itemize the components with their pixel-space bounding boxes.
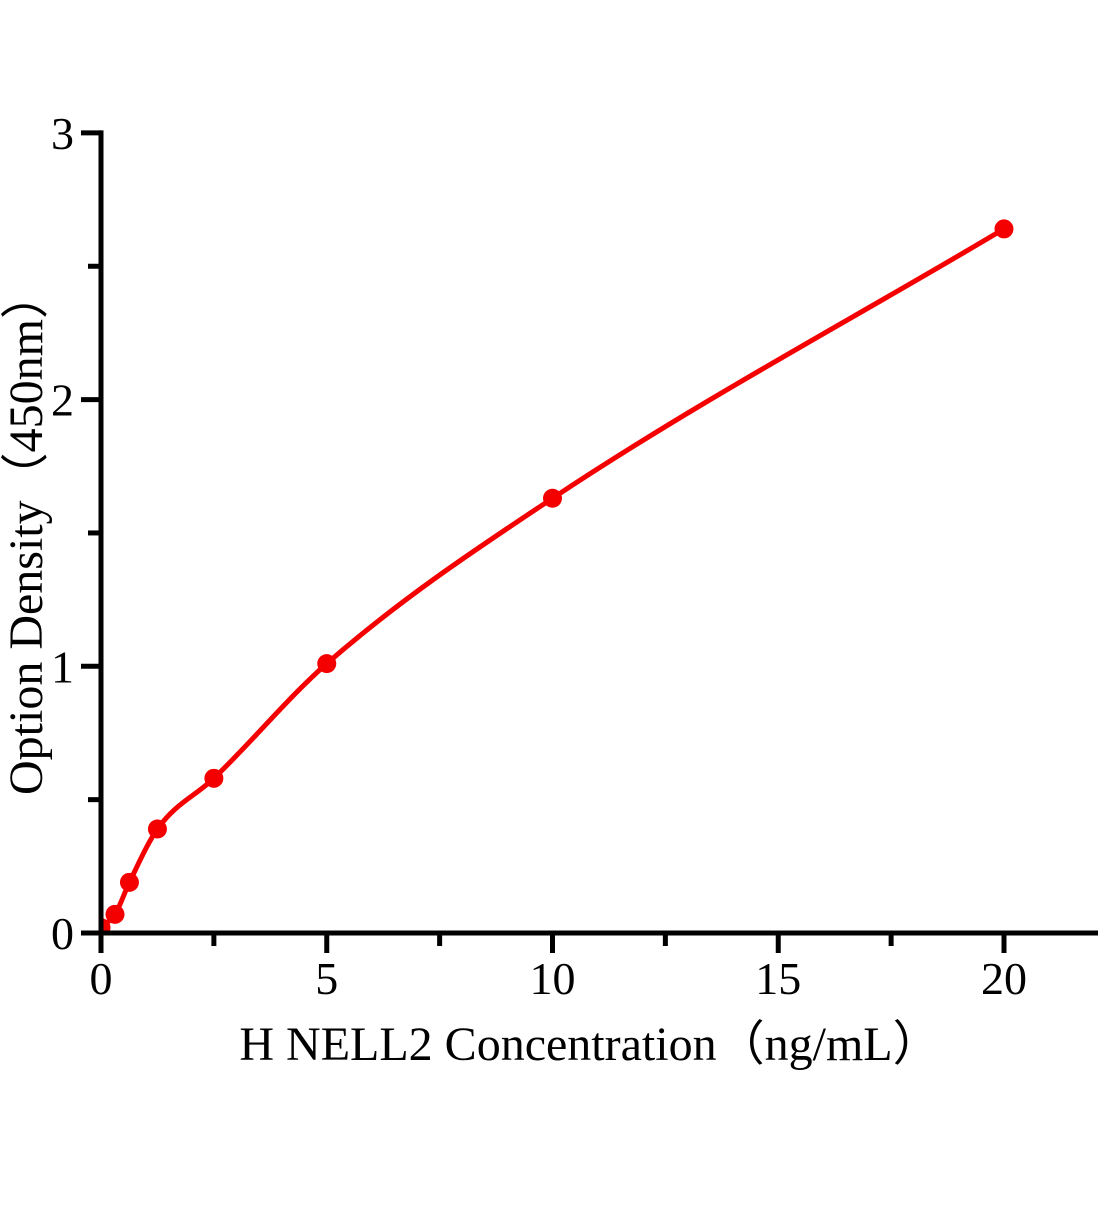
x-tick-label: 15 xyxy=(755,953,801,1004)
data-point xyxy=(994,219,1014,239)
y-tick-label: 0 xyxy=(51,908,74,959)
axes xyxy=(81,130,1098,953)
data-point xyxy=(317,654,337,674)
y-tick-label: 1 xyxy=(51,641,74,692)
x-tick-label: 10 xyxy=(530,953,576,1004)
x-tick-label: 5 xyxy=(315,953,338,1004)
standard-curve-line xyxy=(101,226,1006,930)
data-point xyxy=(543,488,562,508)
y-tick-label: 3 xyxy=(51,108,74,159)
x-tick-label: 20 xyxy=(981,953,1027,1004)
tick-labels: 0 5 10 15 20 0 1 2 3 xyxy=(51,108,1027,1004)
data-point xyxy=(105,904,125,924)
data-series xyxy=(101,219,1014,936)
data-point xyxy=(119,872,139,892)
y-tick-label: 2 xyxy=(51,375,74,426)
data-point xyxy=(147,819,167,839)
data-point xyxy=(204,768,224,788)
x-axis-title: H NELL2 Concentration（ng/mL） xyxy=(239,1018,940,1071)
x-tick-label: 0 xyxy=(90,953,113,1004)
y-axis-title: Option Density（450nm） xyxy=(0,271,53,795)
